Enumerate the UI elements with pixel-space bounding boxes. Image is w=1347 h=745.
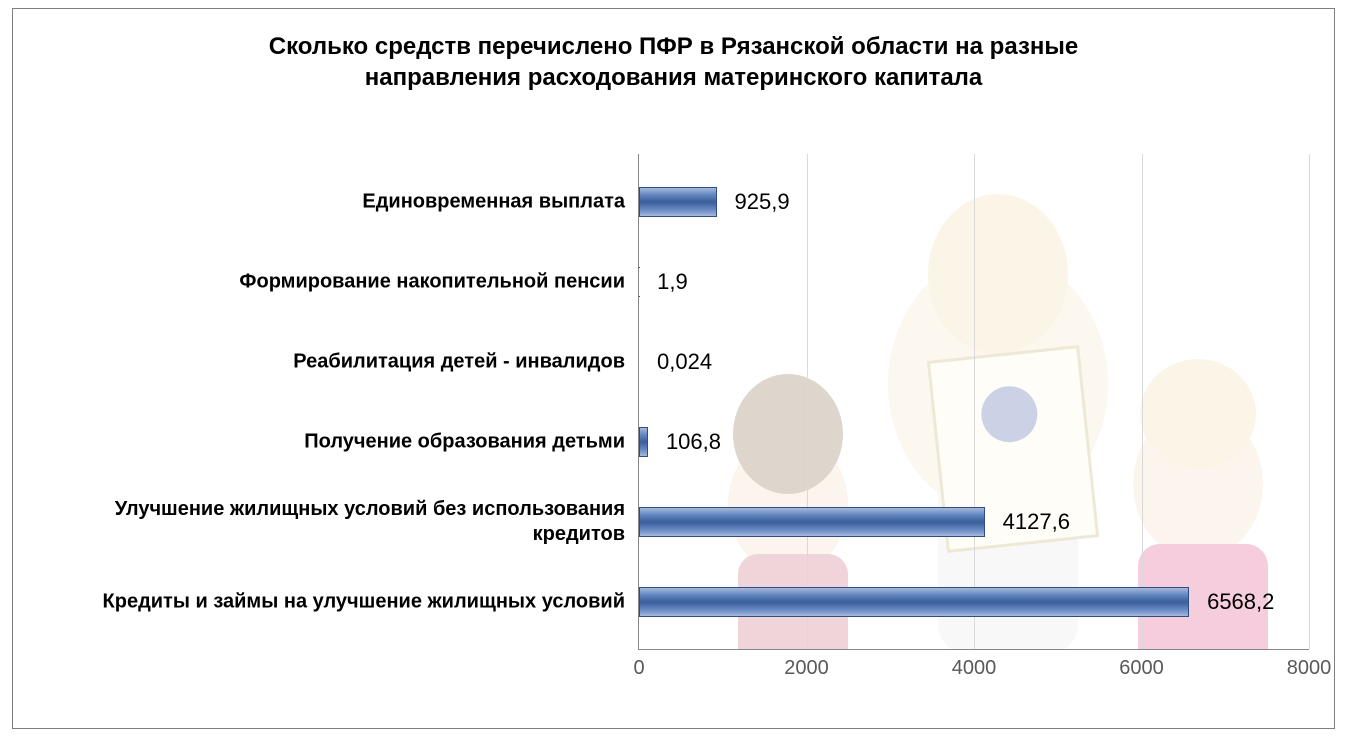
bar-row: Кредиты и займы на улучшение жилищных ус… [639,587,1274,617]
xtick-label: 0 [633,657,644,680]
xtick-label: 6000 [1119,657,1164,680]
data-bar [639,587,1189,617]
value-label: 0,024 [657,349,712,375]
gridline [807,154,808,649]
gridline [974,154,975,649]
category-label: Формирование накопительной пенсии [25,269,639,294]
chart-title: Сколько средств перечислено ПФР в Рязанс… [13,9,1334,93]
data-bar [639,427,648,457]
xtick-label: 2000 [784,657,829,680]
gridline [1142,154,1143,649]
data-bar [639,187,717,217]
gridline [1309,154,1310,649]
xtick-label: 4000 [952,657,997,680]
bar-row: Формирование накопительной пенсии1,9 [639,267,688,297]
plot-area: 02000400060008000Единовременная выплата9… [638,154,1309,650]
category-label: Получение образования детьми [25,429,639,454]
category-label: Реабилитация детей - инвалидов [25,349,639,374]
value-label: 4127,6 [1003,509,1070,535]
value-label: 1,9 [657,269,688,295]
category-label: Улучшение жилищных условий без использов… [25,497,639,547]
category-label: Кредиты и займы на улучшение жилищных ус… [25,589,639,614]
category-label: Единовременная выплата [25,189,639,214]
chart-title-line2: направления расходования материнского ка… [53,62,1294,93]
data-bar [639,507,985,537]
value-label: 925,9 [735,189,790,215]
bar-row: Получение образования детьми106,8 [639,427,721,457]
value-label: 6568,2 [1207,589,1274,615]
chart-title-line1: Сколько средств перечислено ПФР в Рязанс… [53,31,1294,62]
value-label: 106,8 [666,429,721,455]
bar-row: Реабилитация детей - инвалидов0,024 [639,347,712,377]
bar-row: Улучшение жилищных условий без использов… [639,507,1070,537]
chart-frame: Сколько средств перечислено ПФР в Рязанс… [12,8,1335,729]
xtick-label: 8000 [1287,657,1332,680]
bar-row: Единовременная выплата925,9 [639,187,790,217]
